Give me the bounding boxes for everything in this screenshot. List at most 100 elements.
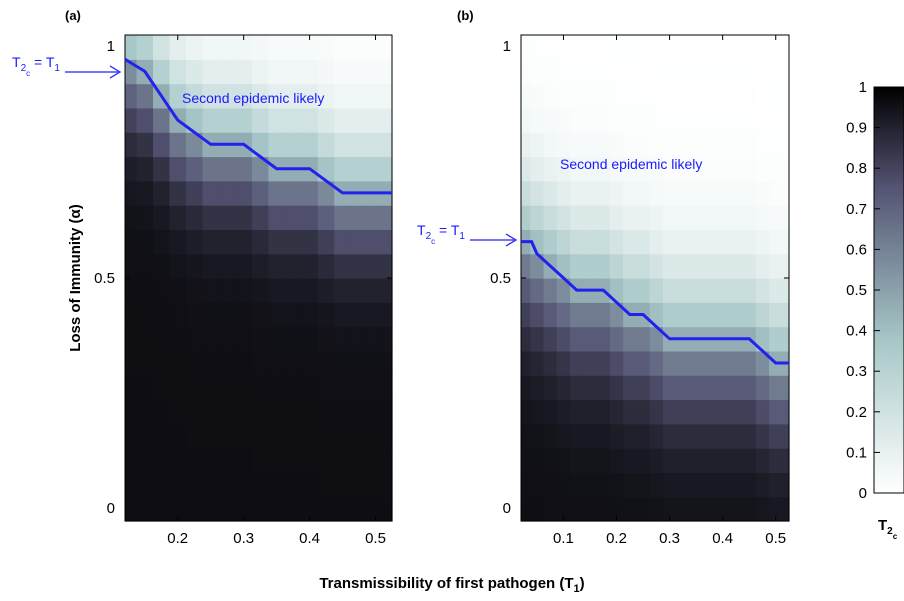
heatmap-cell — [583, 59, 598, 85]
heatmap-cell — [367, 229, 385, 255]
heatmap-cell — [218, 375, 237, 401]
heatmap-cell — [609, 180, 624, 206]
heatmap-cell — [125, 180, 138, 206]
heatmap-cell — [782, 35, 790, 60]
heatmap-cell — [676, 448, 691, 473]
heatmap-cell — [623, 132, 638, 158]
heatmap-cell — [623, 423, 638, 449]
heatmap-cell — [742, 496, 757, 522]
heatmap-cell — [251, 132, 269, 158]
heatmap-cell — [676, 399, 691, 425]
heatmap-cell — [530, 302, 545, 328]
heatmap-cell — [769, 496, 783, 522]
panel-a-critical-line — [124, 58, 392, 195]
heatmap-cell — [284, 472, 302, 498]
heatmap-cell — [153, 496, 171, 522]
heatmap-cell — [317, 472, 335, 498]
heatmap-cell — [136, 472, 154, 498]
heatmap-cell — [169, 180, 187, 206]
heatmap-cell — [521, 423, 531, 449]
heatmap-cell — [649, 472, 664, 498]
heatmap-cell — [235, 180, 253, 206]
heatmap-cell — [609, 472, 624, 498]
heatmap-cell — [596, 229, 611, 255]
heatmap-cell — [689, 448, 704, 473]
x-axis-label-end: ) — [580, 575, 585, 592]
heatmap-cell — [636, 326, 651, 352]
arrow-eq: = T — [435, 222, 460, 238]
heatmap-cell — [317, 326, 335, 352]
y-axis-label: Loss of Immunity (α) — [67, 204, 84, 352]
heatmap-cell — [383, 156, 393, 182]
heatmap-cell — [268, 399, 286, 425]
heatmap-cell — [702, 132, 717, 158]
heatmap-cell — [623, 107, 638, 133]
heatmap-cell — [769, 399, 783, 425]
heatmap-cell — [570, 132, 584, 158]
colorbar-tick-label: 1 — [859, 79, 867, 96]
heatmap-cell — [301, 423, 319, 449]
heatmap-cell — [125, 107, 138, 133]
heatmap-cell — [153, 253, 171, 279]
heatmap-cell — [583, 326, 598, 352]
heatmap-cell — [251, 59, 269, 85]
heatmap-cell — [769, 229, 783, 255]
heatmap-cell — [782, 59, 790, 85]
heatmap-cell — [570, 35, 584, 60]
heatmap-cell — [583, 399, 598, 425]
arrow-t: T — [417, 222, 426, 238]
heatmap-cell — [521, 399, 531, 425]
heatmap-cell — [521, 278, 531, 303]
heatmap-cell — [755, 253, 770, 279]
heatmap-cell — [218, 59, 237, 85]
heatmap-cell — [649, 156, 664, 182]
heatmap-cell — [301, 107, 319, 133]
x-tick-label: 0.2 — [606, 530, 627, 547]
heatmap-cell — [202, 302, 220, 328]
heatmap-cell — [716, 156, 730, 182]
heatmap-cell — [636, 375, 651, 401]
heatmap-cell — [769, 278, 783, 303]
heatmap-cell — [350, 156, 368, 182]
heatmap-cell — [383, 229, 393, 255]
heatmap-cell — [301, 399, 319, 425]
heatmap-cell — [251, 472, 269, 498]
heatmap-cell — [609, 83, 624, 109]
heatmap-cell — [169, 472, 187, 498]
heatmap-cell — [367, 448, 385, 473]
heatmap-cell — [235, 278, 253, 303]
heatmap-cell — [202, 278, 220, 303]
colorbar-tick-label: 0.4 — [846, 323, 867, 340]
heatmap-cell — [543, 156, 558, 182]
heatmap-cell — [623, 156, 638, 182]
heatmap-cell — [609, 253, 624, 279]
heatmap-cell — [185, 107, 204, 133]
colorbar: 0 0.1 0.2 0.3 0.4 0.5 0.6 0.7 0.8 0.9 1 T2c — [846, 79, 904, 541]
heatmap-cell — [521, 253, 531, 279]
heatmap-cell — [301, 132, 319, 158]
heatmap-cell — [367, 278, 385, 303]
heatmap-cell — [570, 59, 584, 85]
heatmap-cell — [136, 253, 154, 279]
heatmap-cell — [530, 496, 545, 522]
heatmap-cell — [570, 399, 584, 425]
heatmap-cell — [521, 302, 531, 328]
heatmap-cell — [729, 375, 744, 401]
heatmap-cell — [636, 156, 651, 182]
heatmap-cell — [556, 156, 571, 182]
heatmap-cell — [521, 59, 531, 85]
heatmap-cell — [649, 448, 664, 473]
heatmap-cell — [769, 83, 783, 109]
heatmap-cell — [530, 35, 545, 60]
heatmap-cell — [202, 156, 220, 182]
heatmap-cell — [742, 472, 757, 498]
colorbar-label-subc: c — [893, 532, 898, 541]
heatmap-cell — [769, 132, 783, 158]
heatmap-cell — [268, 278, 286, 303]
heatmap-cell — [623, 229, 638, 255]
heatmap-cell — [742, 59, 757, 85]
heatmap-cell — [755, 35, 770, 60]
heatmap-cell — [136, 278, 154, 303]
heatmap-cell — [367, 496, 385, 522]
heatmap-cell — [202, 83, 220, 109]
